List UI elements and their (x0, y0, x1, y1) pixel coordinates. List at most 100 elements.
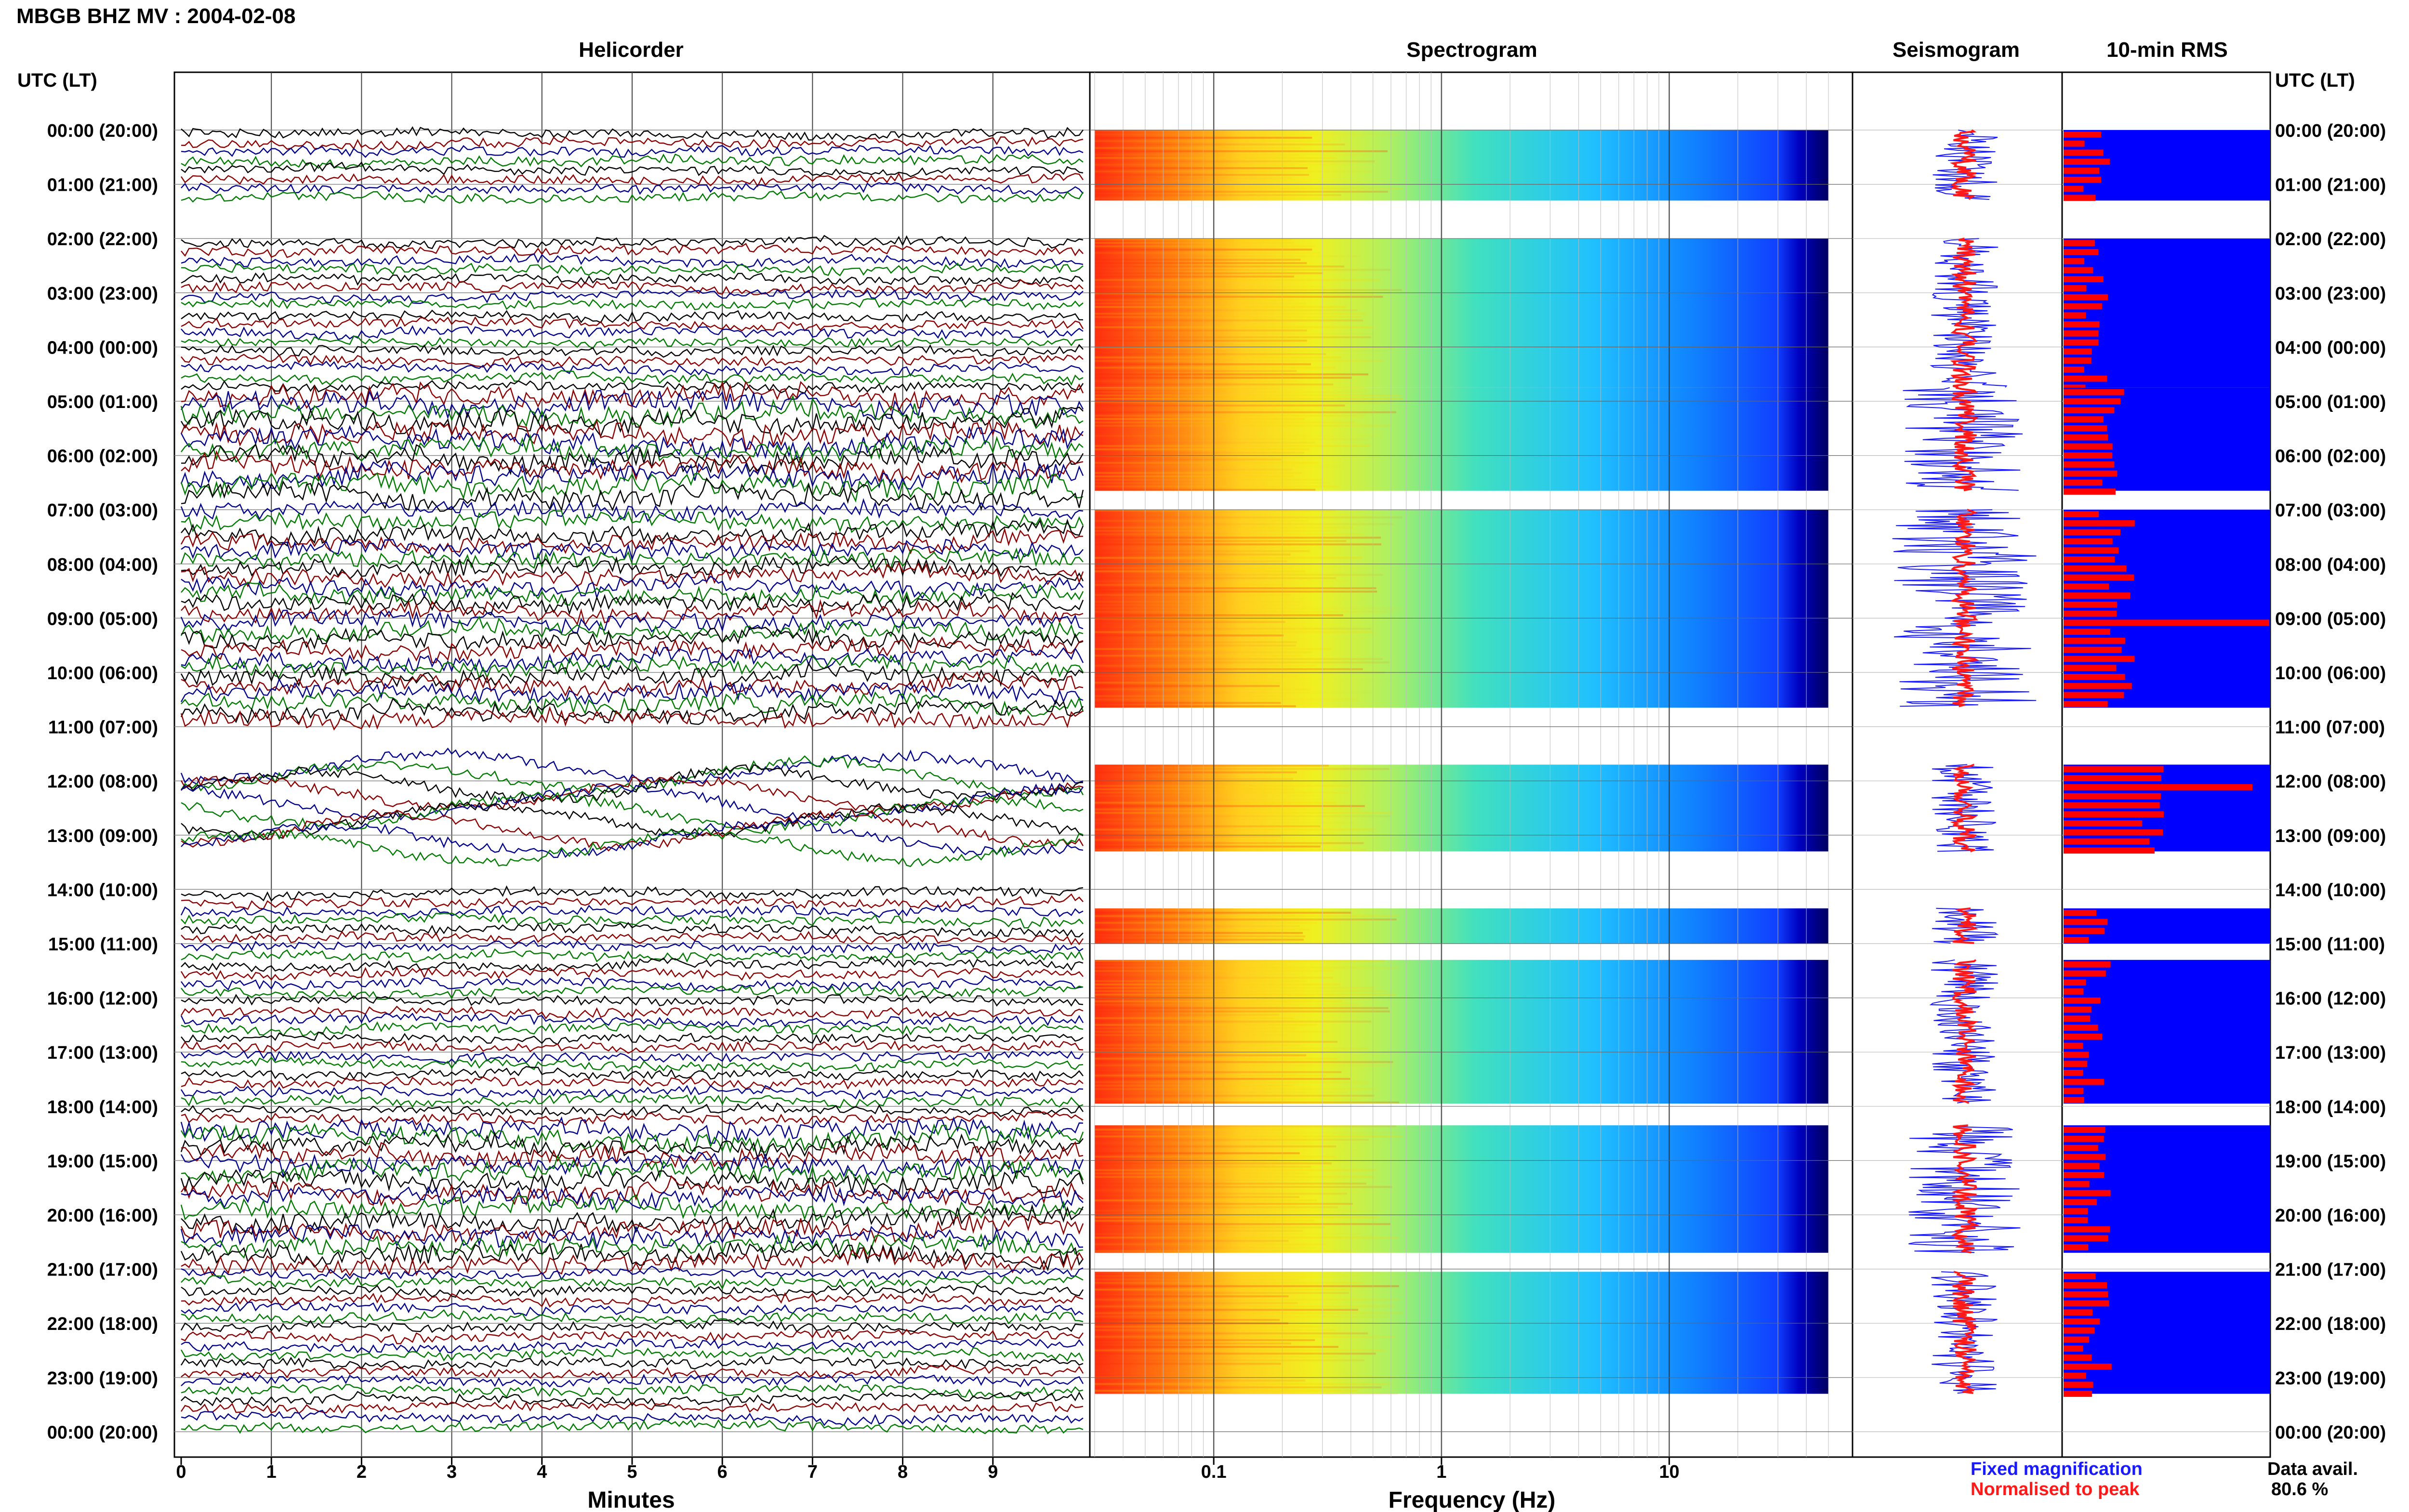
spectrogram-stripe (1095, 932, 1303, 934)
rms-bar (2064, 294, 2108, 301)
rms-bar (2064, 276, 2104, 283)
rms-bar (2064, 683, 2132, 689)
seismogram-panel (1852, 71, 2063, 1458)
spectrogram-stripe (1095, 1288, 1350, 1291)
spectrogram-stripe (1095, 1196, 1299, 1198)
helicorder-trace (181, 325, 1084, 341)
data-availability-value: 80.6 % (2271, 1479, 2328, 1499)
rms-bar (2064, 461, 2115, 468)
legend-fixed-magnification: Fixed magnification (1971, 1459, 2143, 1479)
rms-bar (2064, 665, 2117, 671)
spectrogram-stripe (1095, 601, 1303, 603)
spectrogram-stripe (1095, 1010, 1390, 1012)
spectrogram-stripe (1095, 839, 1278, 841)
helicorder-trace (181, 782, 1084, 822)
helicorder-trace (181, 380, 1084, 394)
helicorder-trace (180, 678, 1084, 705)
rms-bar (2064, 357, 2091, 364)
spectrogram-stripe (1095, 438, 1367, 440)
rms-bar (2064, 970, 2106, 977)
spectrogram-stripe (1095, 262, 1307, 264)
rms-bar (2064, 583, 2109, 590)
time-label-right: 00:00 (20:00) (2275, 1422, 2386, 1443)
helicorder-trace (180, 966, 1084, 981)
spectrogram-stripe (1095, 935, 1306, 937)
rms-bar (2064, 556, 2115, 563)
spectrogram-stripe (1095, 458, 1282, 460)
spectrogram-stripe (1095, 1210, 1383, 1212)
rms-bar (2064, 1235, 2108, 1242)
spectrogram-stripe (1095, 313, 1366, 315)
helicorder-trace (181, 1372, 1084, 1388)
rms-bar (2064, 1354, 2092, 1361)
spectrogram-stripe (1095, 478, 1323, 481)
spectrogram-stripe (1095, 510, 1336, 512)
spectrogram-stripe (1095, 1363, 1281, 1365)
spectrogram-stripe (1095, 768, 1390, 770)
helicorder-trace (181, 827, 1084, 868)
spectrogram-stripe (1095, 302, 1306, 305)
spectrogram-stripe (1095, 1332, 1368, 1335)
rms-bar (2064, 1226, 2110, 1233)
helicorder-trace (180, 1085, 1084, 1100)
spectrogram-block (1095, 960, 1828, 1104)
spectrogram-stripe (1095, 702, 1281, 704)
spectrogram-stripe (1095, 641, 1297, 644)
spectrogram-stripe (1095, 960, 1385, 962)
time-label-right: 21:00 (17:00) (2275, 1260, 2386, 1280)
rms-bar (2064, 511, 2099, 517)
time-label-left: 09:00 (05:00) (47, 609, 158, 629)
spectrogram-stripe (1095, 928, 1310, 931)
rms-bar (2064, 240, 2095, 246)
helicorder-trace (181, 1021, 1084, 1037)
helicorder-trace (180, 616, 1084, 644)
spectrogram-stripe (1095, 1309, 1359, 1311)
helicorder-trace (181, 985, 1084, 1000)
spectrogram-stripe (1095, 1098, 1361, 1100)
spectrogram-stripe (1095, 695, 1286, 697)
spectrogram-stripe (1095, 778, 1293, 780)
helicorder-trace (180, 1040, 1084, 1054)
helicorder-trace (180, 1241, 1084, 1272)
helicorder-trace (181, 636, 1084, 663)
helicorder-trace (180, 407, 1084, 437)
spectrogram-stripe (1095, 580, 1351, 583)
time-label-left: 05:00 (01:00) (47, 392, 158, 412)
spectrogram-stripe (1095, 451, 1304, 454)
spectrogram-stripe (1095, 1040, 1338, 1043)
rms-bar (2064, 979, 2086, 986)
rms-bar (2064, 339, 2099, 346)
helicorder-title: Helicorder (579, 38, 684, 62)
spectrogram-stripe (1095, 373, 1368, 376)
helicorder-trace (181, 477, 1084, 512)
rms-bar (2064, 330, 2099, 337)
helicorder-trace (181, 370, 1084, 386)
frequency-tick-label: 1 (1436, 1462, 1446, 1482)
rms-background (2064, 130, 2270, 201)
spectrogram-stripe (1095, 980, 1308, 982)
spectrogram-stripe (1095, 1101, 1400, 1104)
spectrogram-stripe (1095, 849, 1367, 851)
spectrogram-stripe (1095, 329, 1307, 332)
spectrogram-stripe (1095, 791, 1348, 794)
frequency-tick-label: 10 (1659, 1462, 1679, 1482)
time-label-right: 17:00 (13:00) (2275, 1043, 2386, 1063)
rms-bar (2064, 1078, 2104, 1085)
spectrogram-stripe (1095, 574, 1383, 576)
minutes-tick-label: 5 (627, 1462, 637, 1482)
spectrogram-stripe (1095, 618, 1297, 620)
spectrogram-stripe (1095, 475, 1294, 477)
spectrogram-stripe (1095, 333, 1374, 335)
time-label-left: 06:00 (02:00) (47, 447, 158, 467)
spectrogram-stripe (1095, 286, 1324, 288)
helicorder-trace (180, 748, 1084, 785)
spectrogram-stripe (1095, 1013, 1280, 1016)
spectrogram-stripe (1095, 1074, 1326, 1077)
helicorder-trace (181, 518, 1084, 547)
helicorder-trace (181, 654, 1084, 680)
spectrogram-stripe (1095, 990, 1387, 992)
spectrogram-stripe (1095, 1054, 1307, 1056)
spectrogram-stripe (1095, 577, 1336, 579)
spectrogram-stripe (1095, 1183, 1366, 1185)
